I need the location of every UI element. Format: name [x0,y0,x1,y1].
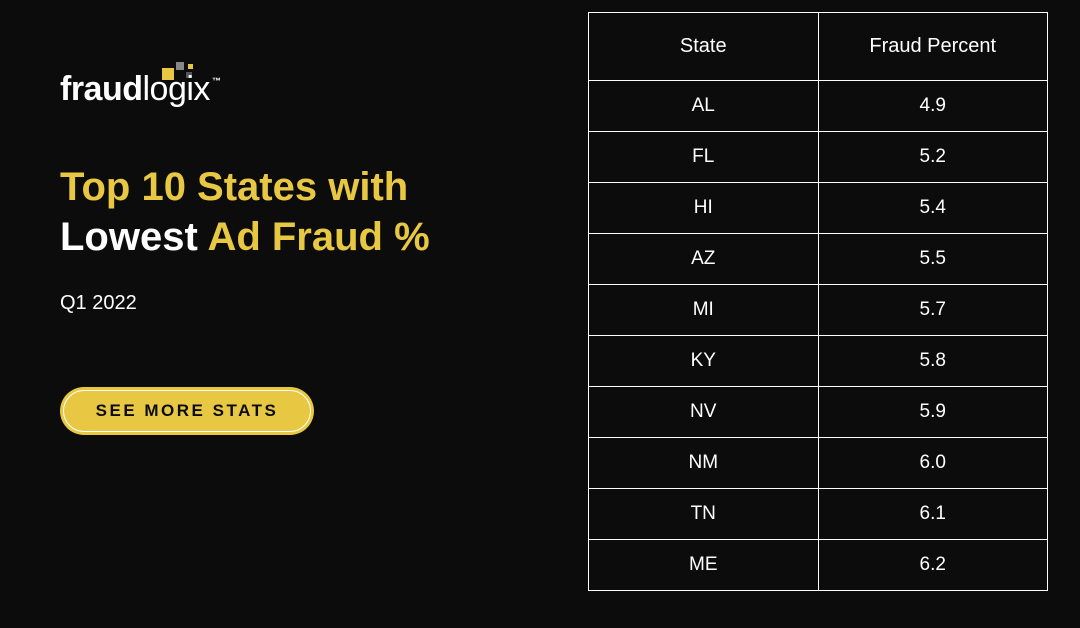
table-body: AL4.9 FL5.2 HI5.4 AZ5.5 MI5.7 KY5.8 NV5.… [589,81,1048,591]
brand-name: fraudlogix™ [60,70,220,108]
table-row: KY5.8 [589,336,1048,387]
brand-name-part1: fraud [60,70,143,108]
cell-value: 6.1 [818,489,1048,540]
column-header-state: State [589,13,819,81]
cell-state: ME [589,540,819,591]
see-more-stats-button[interactable]: SEE MORE STATS [60,387,314,435]
table-row: FL5.2 [589,132,1048,183]
cell-state: TN [589,489,819,540]
table-row: NV5.9 [589,387,1048,438]
cell-state: NM [589,438,819,489]
table-row: MI5.7 [589,285,1048,336]
table-row: TN6.1 [589,489,1048,540]
table-row: NM6.0 [589,438,1048,489]
table-row: HI5.4 [589,183,1048,234]
fraud-stats-table: State Fraud Percent AL4.9 FL5.2 HI5.4 AZ… [588,12,1048,591]
cell-state: KY [589,336,819,387]
table-row: AL4.9 [589,81,1048,132]
cell-value: 6.0 [818,438,1048,489]
cell-value: 5.8 [818,336,1048,387]
headline-part3: Ad Fraud % [207,215,429,259]
column-header-fraud-percent: Fraud Percent [818,13,1048,81]
cell-value: 5.5 [818,234,1048,285]
headline-part1: Top 10 States with [60,165,408,209]
cell-state: AL [589,81,819,132]
brand-name-part2: logix [143,70,210,108]
cta-label: SEE MORE STATS [96,401,279,421]
cell-state: AZ [589,234,819,285]
table-row: AZ5.5 [589,234,1048,285]
trademark-symbol: ™ [212,76,221,86]
cell-value: 5.4 [818,183,1048,234]
table-header-row: State Fraud Percent [589,13,1048,81]
cell-value: 4.9 [818,81,1048,132]
cell-value: 5.9 [818,387,1048,438]
headline-part2: Lowest [60,215,198,259]
headline: Top 10 States with Lowest Ad Fraud % [60,162,528,262]
cell-state: HI [589,183,819,234]
right-panel: State Fraud Percent AL4.9 FL5.2 HI5.4 AZ… [588,0,1080,628]
cell-value: 6.2 [818,540,1048,591]
left-panel: fraudlogix™ Top 10 States with Lowest Ad… [0,0,588,628]
cell-value: 5.2 [818,132,1048,183]
subheadline: Q1 2022 [60,292,528,315]
table-row: ME6.2 [589,540,1048,591]
brand-logo: fraudlogix™ [60,70,528,114]
cell-state: NV [589,387,819,438]
cell-value: 5.7 [818,285,1048,336]
cell-state: MI [589,285,819,336]
cell-state: FL [589,132,819,183]
